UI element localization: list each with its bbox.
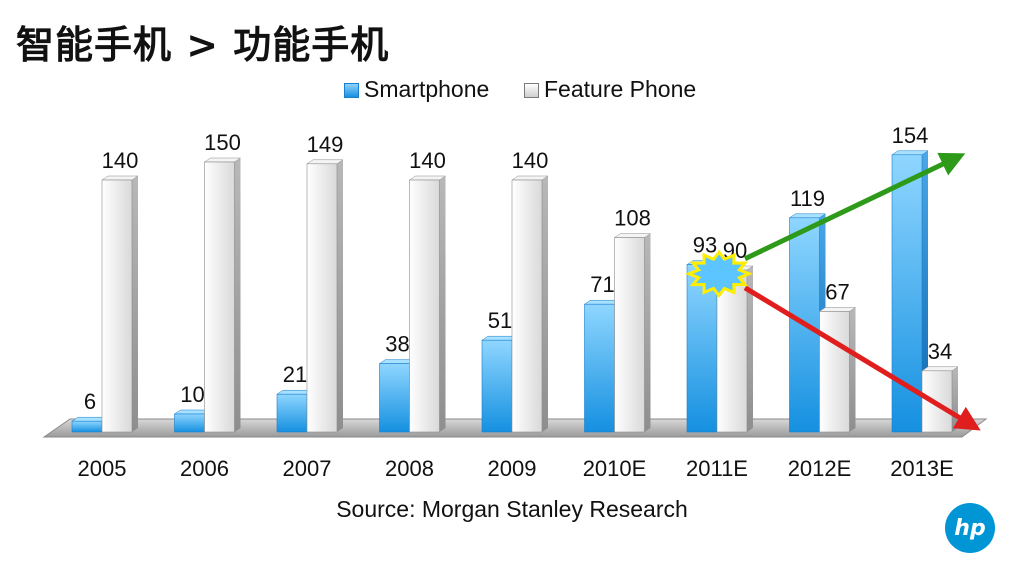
data-label-feature-phone-2009: 140 xyxy=(512,148,549,173)
bar-side xyxy=(542,176,548,432)
data-label-smartphone-2009: 51 xyxy=(488,308,512,333)
data-label-smartphone-2005: 6 xyxy=(84,389,96,414)
legend-label-smartphone: Smartphone xyxy=(364,76,490,102)
bar-top xyxy=(101,175,139,181)
data-label-smartphone-2007: 21 xyxy=(283,362,307,387)
legend-label-feature-phone: Feature Phone xyxy=(544,76,697,102)
data-label-feature-phone-2012E: 67 xyxy=(825,279,849,304)
x-tick-label-2012E: 2012E xyxy=(788,456,852,481)
data-label-smartphone-2011E: 93 xyxy=(693,233,717,258)
bar-front xyxy=(481,339,513,433)
x-tick-label-2010E: 2010E xyxy=(583,456,647,481)
bar-feature-phone-2011E xyxy=(716,265,754,433)
page-title: 智能手机 > 功能手机 xyxy=(16,23,390,67)
legend-swatch-smartphone xyxy=(344,83,359,98)
bar-side xyxy=(439,176,446,432)
bar-top xyxy=(511,175,549,181)
annotations-layer xyxy=(684,152,981,431)
legend-item-feature-phone: Feature Phone xyxy=(524,76,696,103)
trend-arrow-down xyxy=(743,285,981,431)
hp-logo: hp xyxy=(945,503,995,553)
bar-front xyxy=(379,363,410,433)
legend-item-smartphone: Smartphone xyxy=(344,76,489,103)
bar-top xyxy=(921,366,959,372)
data-label-feature-phone-2010E: 108 xyxy=(614,206,651,231)
bar-feature-phone-2006 xyxy=(203,157,242,433)
bar-feature-phone-2009 xyxy=(511,175,549,433)
bar-side xyxy=(644,233,651,432)
bar-side xyxy=(849,307,856,432)
data-label-feature-phone-2005: 140 xyxy=(102,148,139,173)
bar-feature-phone-2005 xyxy=(101,175,139,433)
bar-side xyxy=(337,159,343,433)
bar-front xyxy=(174,413,205,433)
bar-front xyxy=(511,179,543,433)
x-tick-label-2011E: 2011E xyxy=(686,456,748,481)
bar-top xyxy=(788,213,827,219)
x-tick-label-2013E: 2013E xyxy=(890,456,954,481)
bar-front xyxy=(614,237,645,433)
x-tick-label-2006: 2006 xyxy=(180,456,229,481)
bar-feature-phone-2008 xyxy=(408,175,447,433)
data-label-feature-phone-2008: 140 xyxy=(409,148,446,173)
bar-top xyxy=(306,159,344,165)
data-label-feature-phone-2013E: 34 xyxy=(928,339,952,364)
data-label-feature-phone-2006: 150 xyxy=(204,130,241,155)
data-label-smartphone-2012E: 119 xyxy=(790,186,825,211)
bar-top xyxy=(818,307,857,312)
data-label-feature-phone-2007: 149 xyxy=(307,132,344,157)
bar-side xyxy=(747,266,753,432)
data-label-smartphone-2010E: 71 xyxy=(590,272,614,297)
bar-front xyxy=(409,179,440,433)
data-label-smartphone-2013E: 154 xyxy=(892,123,929,148)
bar-smartphone-2008 xyxy=(378,359,417,433)
trend-arrow-up xyxy=(743,152,966,262)
bar-side xyxy=(234,158,241,432)
hp-logo-text: hp xyxy=(954,516,985,541)
hp-logo-circle xyxy=(945,503,995,553)
data-label-smartphone-2006: 10 xyxy=(180,382,204,407)
x-tick-label-2009: 2009 xyxy=(488,456,537,481)
bar-front xyxy=(306,163,338,433)
source-note: Source: Morgan Stanley Research xyxy=(336,496,688,522)
crossover-burst-icon xyxy=(684,249,754,298)
bar-front xyxy=(716,269,748,433)
bar-side xyxy=(952,366,958,432)
bar-side xyxy=(922,150,928,433)
labels-layer: 6 140 2005 10 150 2006 21 149 2007 38 140 2008 51 140… xyxy=(78,123,954,481)
bar-side xyxy=(132,176,138,432)
bar-front xyxy=(204,161,235,433)
x-tick-label-2005: 2005 xyxy=(78,456,127,481)
bar-front xyxy=(584,303,615,433)
bar-feature-phone-2010E xyxy=(613,233,652,433)
x-tick-label-2007: 2007 xyxy=(283,456,332,481)
bar-front xyxy=(686,264,718,433)
bar-top xyxy=(203,157,242,163)
bar-feature-phone-2012E xyxy=(818,307,857,433)
bar-front xyxy=(101,179,133,433)
bar-top xyxy=(891,150,929,156)
data-label-smartphone-2008: 38 xyxy=(385,332,409,357)
bar-top xyxy=(408,175,447,181)
chart-legend: Smartphone Feature Phone xyxy=(0,76,1024,108)
bar-top xyxy=(613,233,652,238)
bar-front xyxy=(819,311,850,433)
bar-front xyxy=(276,393,308,433)
x-tick-label-2008: 2008 xyxy=(385,456,434,481)
bar-front xyxy=(71,420,103,433)
legend-swatch-feature-phone xyxy=(524,83,539,98)
bar-feature-phone-2007 xyxy=(306,159,344,433)
